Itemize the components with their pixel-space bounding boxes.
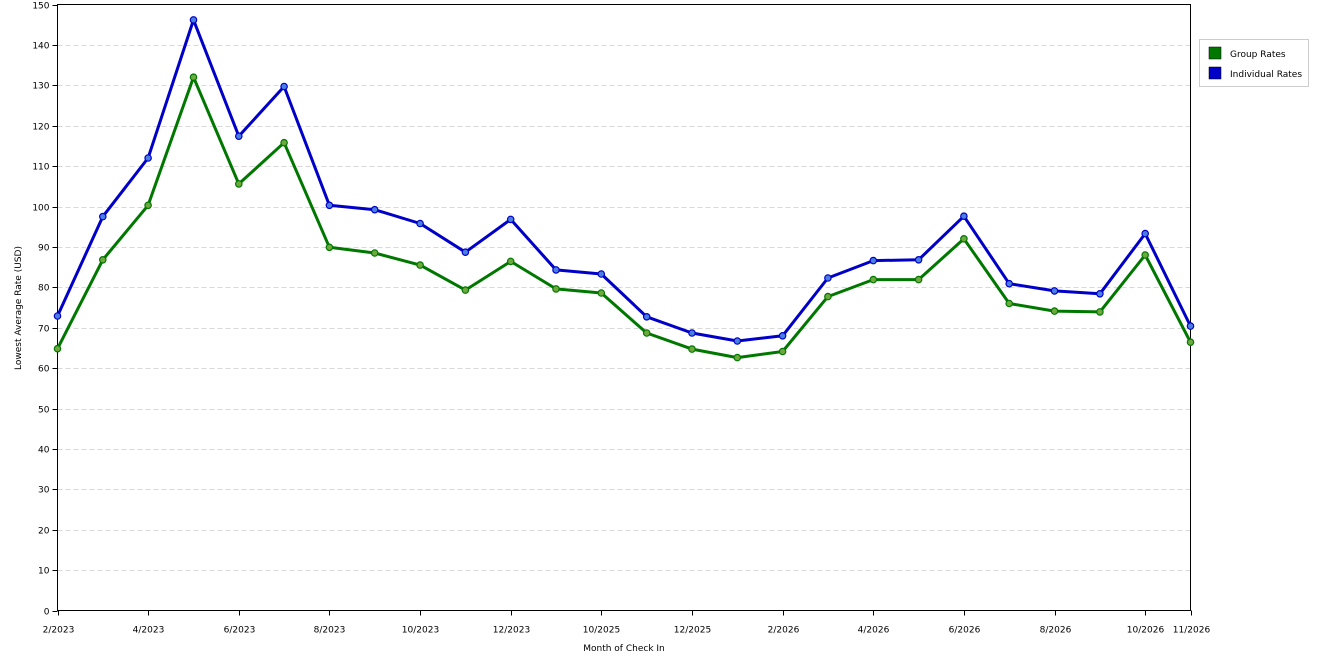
- data-point-group-rates: [235, 180, 243, 188]
- data-point-group-rates: [778, 347, 787, 356]
- data-point-individual-rates: [189, 16, 198, 24]
- y-tick-label: 50: [38, 406, 50, 416]
- x-tick-label: 12/2025: [674, 626, 711, 636]
- x-axis: 2/2023 4/2023 6/2023 8/2023 10/2023 12/2023 10…: [43, 610, 1211, 636]
- x-tick-label: 2/2023: [43, 626, 75, 636]
- data-point-group-rates: [552, 285, 560, 293]
- data-point-group-rates: [461, 286, 470, 294]
- x-tick-label: 12/2023: [493, 626, 530, 636]
- data-point-group-rates: [642, 329, 651, 337]
- series-lines: [53, 16, 1195, 362]
- x-tick-label: 4/2026: [858, 626, 890, 636]
- legend-swatch-group: [1208, 46, 1222, 60]
- grid-lines: [57, 45, 1191, 571]
- data-point-individual-rates: [869, 256, 878, 265]
- data-point-group-rates: [280, 138, 288, 147]
- x-tick-label: 10/2023: [402, 626, 439, 636]
- data-point-group-rates: [688, 345, 696, 353]
- data-point-group-rates: [960, 235, 968, 243]
- data-point-group-rates: [597, 289, 606, 297]
- data-point-individual-rates: [235, 132, 243, 141]
- data-point-individual-rates: [144, 154, 152, 162]
- data-point-individual-rates: [370, 205, 379, 214]
- legend-label-group: Group Rates: [1230, 50, 1286, 60]
- data-point-group-rates: [1141, 251, 1150, 259]
- y-axis-title: Lowest Average Rate (USD): [14, 246, 24, 370]
- data-point-individual-rates: [325, 201, 334, 210]
- x-tick-label: 4/2023: [133, 626, 165, 636]
- y-tick-label: 60: [38, 365, 50, 375]
- series-line-individual-rates: [56, 18, 1192, 343]
- x-tick-label: 2/2026: [768, 626, 800, 636]
- data-point-individual-rates: [1050, 287, 1059, 295]
- y-tick-label: 30: [38, 486, 50, 496]
- data-point-group-rates: [370, 249, 379, 257]
- data-point-individual-rates: [824, 274, 832, 282]
- y-tick-label: 150: [32, 2, 49, 12]
- y-axis: 0 10 20 30 40 50 60 70 80 90 100 110 120 130 140 150: [32, 2, 58, 618]
- legend-label-individual: Individual Rates: [1230, 70, 1302, 80]
- data-point-group-rates: [144, 201, 152, 210]
- y-tick-label: 40: [38, 446, 50, 456]
- data-point-individual-rates: [99, 212, 107, 221]
- data-point-individual-rates: [1186, 322, 1195, 330]
- data-point-group-rates: [914, 275, 923, 284]
- data-point-group-rates: [733, 353, 742, 362]
- y-tick-label: 110: [32, 163, 49, 173]
- y-tick-label: 80: [38, 284, 50, 294]
- data-point-individual-rates: [416, 219, 424, 228]
- data-point-individual-rates: [552, 266, 560, 274]
- data-point-individual-rates: [506, 215, 515, 224]
- data-point-individual-rates: [914, 255, 923, 264]
- data-point-individual-rates: [1096, 289, 1104, 298]
- data-point-group-rates: [506, 257, 515, 266]
- y-tick-label: 90: [38, 244, 50, 254]
- x-tick-label: 8/2023: [314, 626, 346, 636]
- x-tick-label: 11/2026: [1173, 626, 1211, 636]
- y-tick-label: 70: [38, 325, 50, 335]
- data-point-individual-rates: [597, 270, 606, 278]
- data-point-individual-rates: [1141, 229, 1150, 238]
- legend-swatch-individual: [1208, 66, 1222, 80]
- data-point-individual-rates: [733, 337, 742, 345]
- series-line-group-rates: [56, 75, 1192, 360]
- y-tick-label: 100: [32, 204, 49, 214]
- data-point-individual-rates: [1005, 279, 1014, 288]
- data-point-group-rates: [99, 255, 107, 264]
- x-tick-label: 6/2023: [224, 626, 256, 636]
- x-tick-label: 8/2026: [1040, 626, 1072, 636]
- data-point-individual-rates: [461, 248, 470, 257]
- data-point-group-rates: [824, 292, 832, 301]
- y-tick-label: 130: [32, 82, 49, 92]
- y-tick-label: 120: [32, 123, 49, 133]
- x-axis-title: Month of Check In: [583, 644, 665, 654]
- data-point-group-rates: [1005, 299, 1014, 308]
- y-tick-label: 0: [44, 608, 50, 618]
- data-point-group-rates: [53, 344, 62, 353]
- data-point-group-rates: [1096, 308, 1104, 316]
- data-point-group-rates: [325, 243, 334, 252]
- x-tick-label: 10/2025: [583, 626, 620, 636]
- data-point-individual-rates: [688, 329, 696, 337]
- data-point-group-rates: [416, 261, 424, 269]
- x-tick-label: 10/2026: [1127, 626, 1165, 636]
- data-point-group-rates: [189, 73, 198, 82]
- y-tick-label: 10: [38, 567, 50, 577]
- data-point-individual-rates: [778, 331, 787, 340]
- y-tick-label: 140: [32, 42, 49, 52]
- plot-area: [57, 4, 1191, 611]
- x-tick-label: 6/2026: [949, 626, 981, 636]
- data-point-group-rates: [1050, 307, 1059, 315]
- legend: Group Rates Individual Rates: [1199, 39, 1309, 87]
- y-tick-label: 20: [38, 527, 50, 537]
- data-point-group-rates: [1186, 338, 1195, 347]
- data-point-individual-rates: [53, 312, 62, 320]
- data-point-individual-rates: [960, 212, 968, 221]
- data-point-individual-rates: [642, 312, 651, 321]
- data-point-group-rates: [869, 275, 878, 284]
- data-point-individual-rates: [280, 82, 288, 91]
